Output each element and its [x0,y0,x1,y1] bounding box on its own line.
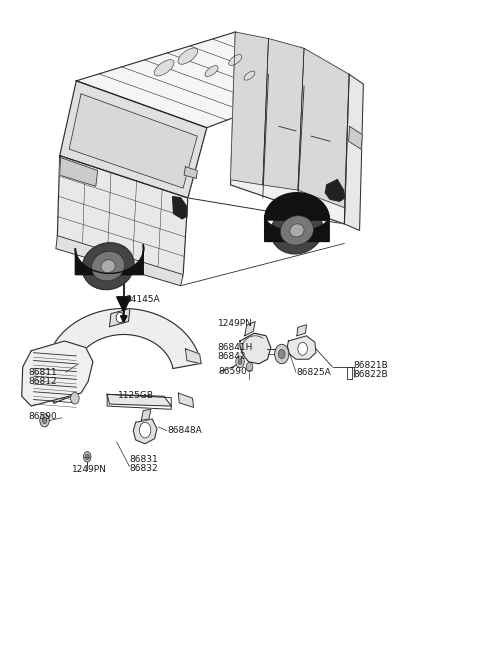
Text: 86822B: 86822B [353,371,387,379]
Circle shape [275,344,289,364]
Polygon shape [184,167,197,178]
Ellipse shape [244,71,255,80]
Polygon shape [240,333,271,364]
Text: 86812: 86812 [29,377,58,386]
Text: 86825A: 86825A [296,368,331,377]
Polygon shape [133,419,157,443]
Polygon shape [109,308,130,327]
Polygon shape [344,74,363,230]
Circle shape [42,417,47,424]
Text: 86842: 86842 [218,352,246,361]
Ellipse shape [290,224,304,237]
Ellipse shape [101,260,115,273]
Text: 86831: 86831 [130,455,158,464]
Polygon shape [46,308,201,403]
Circle shape [238,359,242,365]
Polygon shape [75,245,144,275]
Text: 1249PN: 1249PN [72,465,107,474]
Text: 86848A: 86848A [167,426,202,436]
Text: 1125GB: 1125GB [118,391,154,400]
Text: 84145A: 84145A [125,295,160,304]
Polygon shape [56,236,183,286]
Polygon shape [245,321,255,336]
Polygon shape [117,297,131,312]
Polygon shape [60,157,97,186]
Text: 1249PN: 1249PN [218,319,252,328]
Circle shape [85,454,89,459]
Text: 86590: 86590 [29,412,58,421]
Polygon shape [22,341,93,406]
Circle shape [84,451,91,462]
Polygon shape [69,94,197,188]
Ellipse shape [228,54,242,66]
Polygon shape [230,32,268,185]
Text: 86832: 86832 [130,464,158,473]
Ellipse shape [271,207,323,254]
Polygon shape [179,393,193,407]
Polygon shape [230,32,349,224]
Polygon shape [264,193,329,220]
Polygon shape [173,197,187,218]
Circle shape [40,414,49,427]
Polygon shape [263,39,304,190]
Polygon shape [185,349,201,364]
Ellipse shape [178,48,198,64]
Polygon shape [298,49,349,208]
Circle shape [278,350,285,359]
Polygon shape [325,180,344,201]
Text: 86590: 86590 [219,367,247,375]
Circle shape [139,422,151,438]
Polygon shape [60,81,207,198]
Polygon shape [288,336,316,359]
Circle shape [236,356,244,367]
Circle shape [116,312,124,323]
Polygon shape [297,325,306,336]
Ellipse shape [205,66,218,77]
Ellipse shape [92,251,125,281]
Circle shape [246,363,253,371]
Polygon shape [57,155,188,276]
Ellipse shape [154,60,174,76]
Ellipse shape [82,243,134,290]
Polygon shape [264,215,329,241]
Text: 86811: 86811 [29,368,58,377]
Ellipse shape [280,216,313,245]
Circle shape [71,392,79,404]
Text: 86841H: 86841H [218,343,253,352]
Polygon shape [141,409,151,420]
Polygon shape [76,32,349,128]
Polygon shape [107,394,171,406]
Circle shape [298,342,307,356]
Text: 86821B: 86821B [353,361,388,371]
Polygon shape [348,127,362,149]
